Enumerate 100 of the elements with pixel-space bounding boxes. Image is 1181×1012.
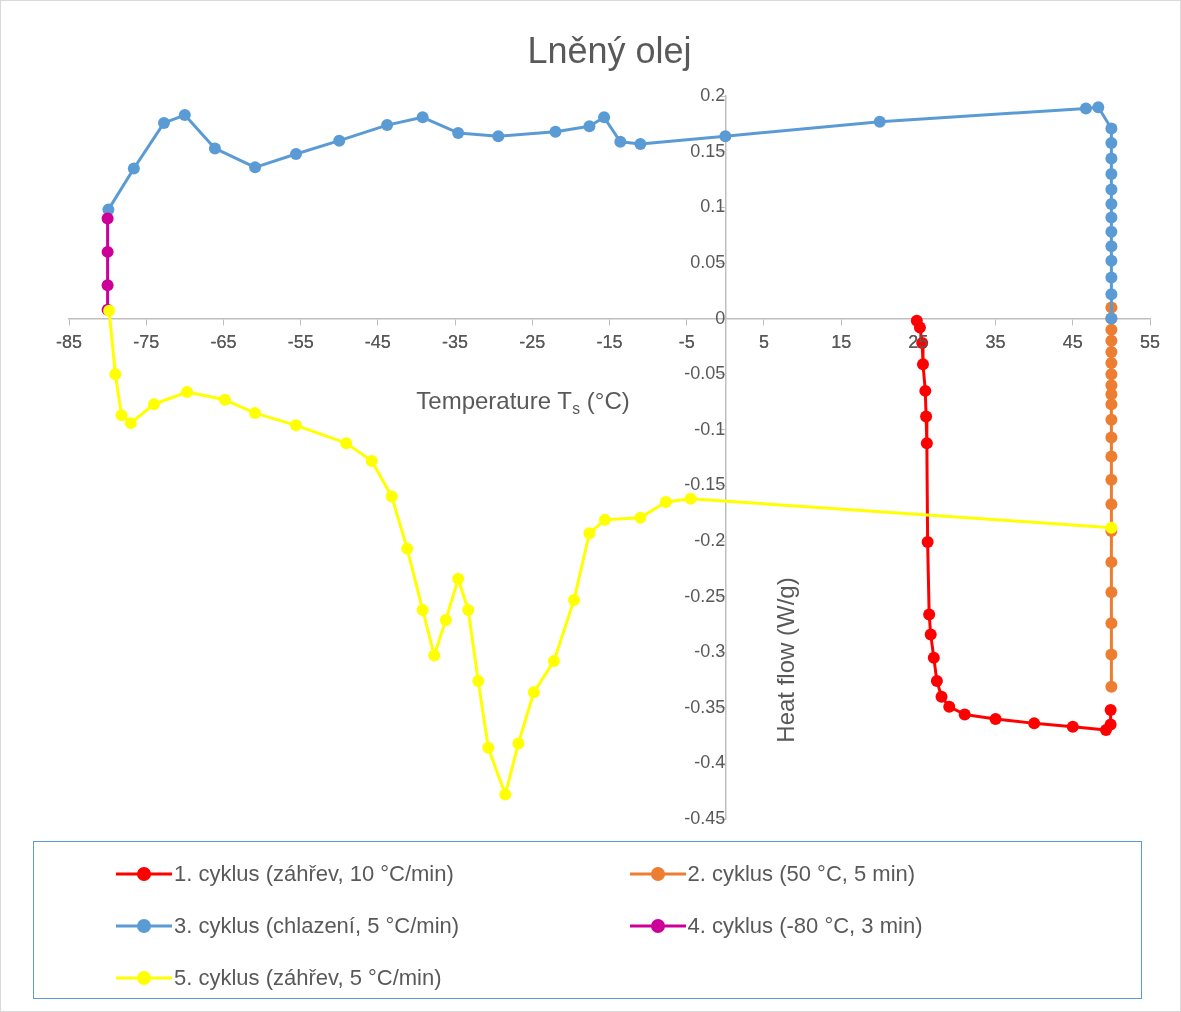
- point: [147, 398, 160, 411]
- point: [462, 603, 475, 616]
- point: [1105, 680, 1118, 693]
- point: [101, 279, 114, 292]
- point: [290, 419, 303, 432]
- y-tick-label: -0.1: [694, 418, 726, 439]
- point: [472, 675, 485, 688]
- x-tick-label: -75: [133, 332, 160, 353]
- x-tick-label: 35: [985, 332, 1006, 353]
- point: [930, 675, 943, 688]
- x-tick-label: -55: [287, 332, 314, 353]
- point: [439, 613, 452, 626]
- y-tick-label: -0.2: [694, 529, 726, 550]
- y-tick-label: 0.2: [700, 85, 726, 106]
- point: [1105, 254, 1118, 267]
- point: [482, 741, 495, 754]
- legend-label: 5. cyklus (záhřev, 5 °C/min): [174, 965, 442, 991]
- point: [416, 603, 429, 616]
- point: [614, 135, 627, 148]
- point: [924, 628, 937, 641]
- x-tick-label: -45: [364, 332, 391, 353]
- point: [428, 649, 441, 662]
- point: [1105, 586, 1118, 599]
- point: [381, 119, 394, 132]
- point: [452, 572, 465, 585]
- point: [1105, 152, 1118, 165]
- y-tick-label: -0.35: [684, 696, 726, 717]
- point: [1105, 198, 1118, 211]
- x-tick-label: -15: [596, 332, 623, 353]
- point: [127, 162, 140, 175]
- point: [1105, 431, 1118, 444]
- y-tick-label: 0.1: [700, 196, 726, 217]
- point: [1105, 413, 1118, 426]
- point: [1105, 183, 1118, 196]
- point: [101, 212, 114, 225]
- point: [719, 130, 732, 143]
- y-tick-label: 0.05: [690, 251, 726, 272]
- point: [1079, 102, 1092, 115]
- point: [1105, 357, 1118, 370]
- point: [290, 148, 303, 161]
- point: [684, 492, 697, 505]
- point: [124, 417, 137, 430]
- point: [567, 593, 580, 606]
- point: [1105, 136, 1118, 149]
- point: [101, 245, 114, 258]
- y-axis-title: Heat flow (W/g): [771, 577, 799, 743]
- x-tick-label: 15: [831, 332, 852, 353]
- point: [923, 608, 936, 621]
- point: [1028, 717, 1041, 730]
- y-tick-label: -0.15: [684, 474, 726, 495]
- y-tick-label: -0.45: [684, 807, 726, 828]
- point: [1105, 271, 1118, 284]
- point: [1105, 334, 1118, 347]
- point: [178, 109, 191, 122]
- point: [1105, 345, 1118, 358]
- point: [1104, 704, 1117, 717]
- point: [873, 115, 886, 128]
- point: [340, 437, 353, 450]
- y-tick-label: 0.15: [690, 140, 726, 161]
- point: [583, 527, 596, 540]
- y-tick-label: -0.4: [694, 752, 726, 773]
- point: [249, 407, 262, 420]
- point: [659, 496, 672, 509]
- point: [208, 142, 221, 155]
- legend-label: 4. cyklus (-80 °C, 3 min): [687, 913, 923, 939]
- point: [913, 321, 926, 334]
- point: [1105, 211, 1118, 224]
- point: [1105, 450, 1118, 463]
- x-tick-label: 45: [1062, 332, 1083, 353]
- point: [401, 542, 414, 555]
- point: [527, 686, 540, 699]
- x-tick-label: -35: [442, 332, 469, 353]
- point: [634, 511, 647, 524]
- point: [598, 513, 611, 526]
- point: [1105, 648, 1118, 661]
- point: [109, 368, 122, 381]
- point: [492, 130, 505, 143]
- point: [935, 690, 948, 703]
- point: [416, 111, 429, 124]
- point: [1105, 240, 1118, 253]
- point: [920, 410, 933, 423]
- point: [919, 384, 932, 397]
- point: [1105, 398, 1118, 411]
- point: [1092, 101, 1105, 114]
- point: [547, 655, 560, 668]
- point: [1105, 498, 1118, 511]
- x-tick-label: -65: [210, 332, 237, 353]
- point: [916, 358, 929, 371]
- y-tick-label: 0: [715, 307, 726, 328]
- point: [549, 125, 562, 138]
- point: [1105, 556, 1118, 569]
- chart-title: Lněný olej: [527, 29, 692, 71]
- point: [181, 385, 194, 398]
- point: [927, 651, 940, 664]
- x-tick-label: 5: [758, 332, 769, 353]
- x-tick-label: -85: [55, 332, 83, 353]
- point: [1105, 168, 1118, 181]
- y-tick-label: -0.25: [684, 585, 726, 606]
- point: [1066, 720, 1079, 733]
- point: [583, 120, 596, 133]
